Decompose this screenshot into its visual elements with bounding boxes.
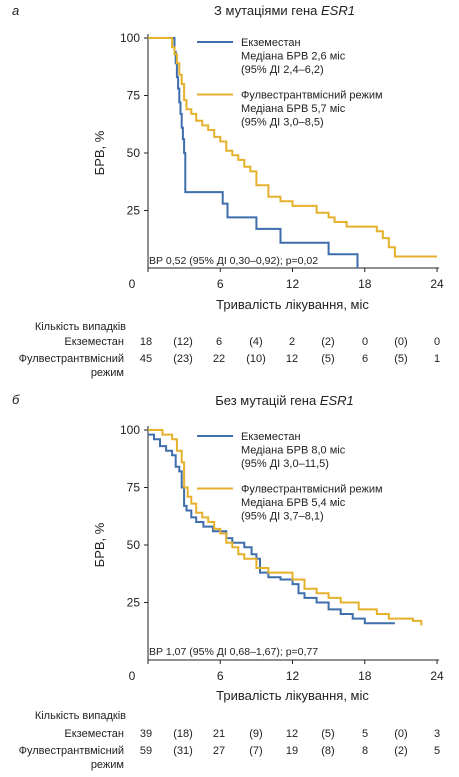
legend-text-exemestane: Екземестан [241,37,301,49]
chart-title: З мутаціями гена ESR1 [214,3,355,18]
y-tick-label: 100 [120,423,140,437]
x-axis-label: Тривалість лікування, міс [216,297,369,312]
legend-text-fulvestrant: (95% ДІ 3,0–8,5) [241,117,324,129]
chart-title-text: Без мутацій гена [215,393,320,408]
risk-value-fulvestrant: 12 [286,353,298,365]
x-tick-label: 18 [358,669,372,683]
risk-table-header: Кількість випадків [35,321,126,333]
risk-value-exemestane: 2 [289,336,295,348]
risk-value-exemestane: (4) [249,336,262,348]
risk-value-fulvestrant: 1 [434,353,440,365]
risk-value-fulvestrant: 59 [140,745,152,757]
risk-value-exemestane: (5) [321,728,334,740]
x-tick-label: 12 [286,669,300,683]
chart-title-gene: ESR1 [320,393,354,408]
risk-value-fulvestrant: 6 [362,353,368,365]
risk-value-exemestane: (0) [394,336,407,348]
risk-value-fulvestrant: (5) [321,353,334,365]
risk-row-label-exemestane: Екземестан [64,336,124,348]
risk-value-exemestane: 0 [362,336,368,348]
km-curve-exemestane [148,37,359,268]
risk-value-exemestane: (18) [173,728,193,740]
legend-text-fulvestrant: Медіана БРВ 5,7 міс [241,103,346,115]
risk-value-fulvestrant: (8) [321,745,334,757]
risk-value-fulvestrant: (10) [246,353,266,365]
y-tick-label: 50 [127,146,141,160]
risk-value-exemestane: 18 [140,336,152,348]
km-curve-fulvestrant [148,37,437,258]
risk-row-label-fulvestrant: режим [91,367,124,379]
legend-text-exemestane: Медіана БРВ 8,0 міс [241,445,346,457]
risk-value-exemestane: (9) [249,728,262,740]
risk-value-fulvestrant: 5 [434,745,440,757]
y-tick-label: 100 [120,31,140,45]
y-tick-label: 25 [127,596,141,610]
chart-title: Без мутацій гена ESR1 [215,393,354,408]
y-axis-label: БРВ, % [92,130,107,175]
risk-value-exemestane: 39 [140,728,152,740]
x-tick-label: 0 [129,277,136,291]
chart-title-gene: ESR1 [321,3,355,18]
x-axis-label: Тривалість лікування, міс [216,688,369,703]
legend-text-exemestane: (95% ДІ 2,4–6,2) [241,64,324,76]
risk-value-fulvestrant: 27 [213,745,225,757]
x-tick-label: 18 [358,277,372,291]
km-curve-fulvestrant [148,429,423,626]
y-tick-label: 25 [127,204,141,218]
y-tick-label: 75 [127,481,141,495]
risk-value-fulvestrant: (7) [249,745,262,757]
chart-title-text: З мутаціями гена [214,3,321,18]
legend-text-fulvestrant: Медіана БРВ 5,4 міс [241,497,346,509]
x-tick-label: 6 [217,277,224,291]
risk-value-exemestane: 12 [286,728,298,740]
risk-value-fulvestrant: 19 [286,745,298,757]
x-tick-label: 24 [430,277,444,291]
risk-row-label-exemestane: Екземестан [64,728,124,740]
panel-without-esr1-mutation: б Без мутацій гена ESR1 25 50 75 100 0 6 12 18 24 Т… [12,392,444,771]
y-tick-label: 75 [127,89,141,103]
risk-value-fulvestrant: 8 [362,745,368,757]
legend-text-fulvestrant: Фулвестрантвмісний режим [241,484,383,496]
x-tick-label: 0 [129,669,136,683]
risk-row-label-fulvestrant: Фулвестрантвмісний [19,745,124,757]
y-tick-label: 50 [127,538,141,552]
legend-text-fulvestrant: Фулвестрантвмісний режим [241,90,383,102]
hazard-ratio-annotation: ВР 1,07 (95% ДІ 0,68–1,67); p=0,77 [149,646,318,658]
hazard-ratio-annotation: ВР 0,52 (95% ДІ 0,30–0,92); p=0,02 [149,255,318,267]
risk-value-exemestane: 5 [362,728,368,740]
risk-value-fulvestrant: (2) [394,745,407,757]
risk-value-exemestane: 21 [213,728,225,740]
legend-text-fulvestrant: (95% ДІ 3,7–8,1) [241,511,324,523]
risk-value-exemestane: (0) [394,728,407,740]
y-axis-label: БРВ, % [92,522,107,567]
x-tick-label: 6 [217,669,224,683]
risk-value-exemestane: (2) [321,336,334,348]
legend-text-exemestane: Медіана БРВ 2,6 міс [241,51,346,63]
legend-text-exemestane: Екземестан [241,431,301,443]
legend-text-exemestane: (95% ДІ 3,0–11,5) [241,458,329,470]
risk-table-header: Кількість випадків [35,710,126,722]
risk-value-exemestane: (12) [173,336,193,348]
risk-value-fulvestrant: (31) [173,745,193,757]
risk-row-label-fulvestrant: режим [91,759,124,771]
risk-value-exemestane: 6 [216,336,222,348]
x-tick-label: 12 [286,277,300,291]
panel-label: а [12,3,19,18]
risk-value-exemestane: 3 [434,728,440,740]
risk-value-exemestane: 0 [434,336,440,348]
risk-row-label-fulvestrant: Фулвестрантвмісний [19,353,124,365]
risk-value-fulvestrant: (5) [394,353,407,365]
risk-value-fulvestrant: 45 [140,353,152,365]
risk-value-fulvestrant: (23) [173,353,193,365]
x-tick-label: 24 [430,669,444,683]
km-curve-exemestane [148,433,395,625]
risk-value-fulvestrant: 22 [213,353,225,365]
panel-label: б [12,392,20,407]
